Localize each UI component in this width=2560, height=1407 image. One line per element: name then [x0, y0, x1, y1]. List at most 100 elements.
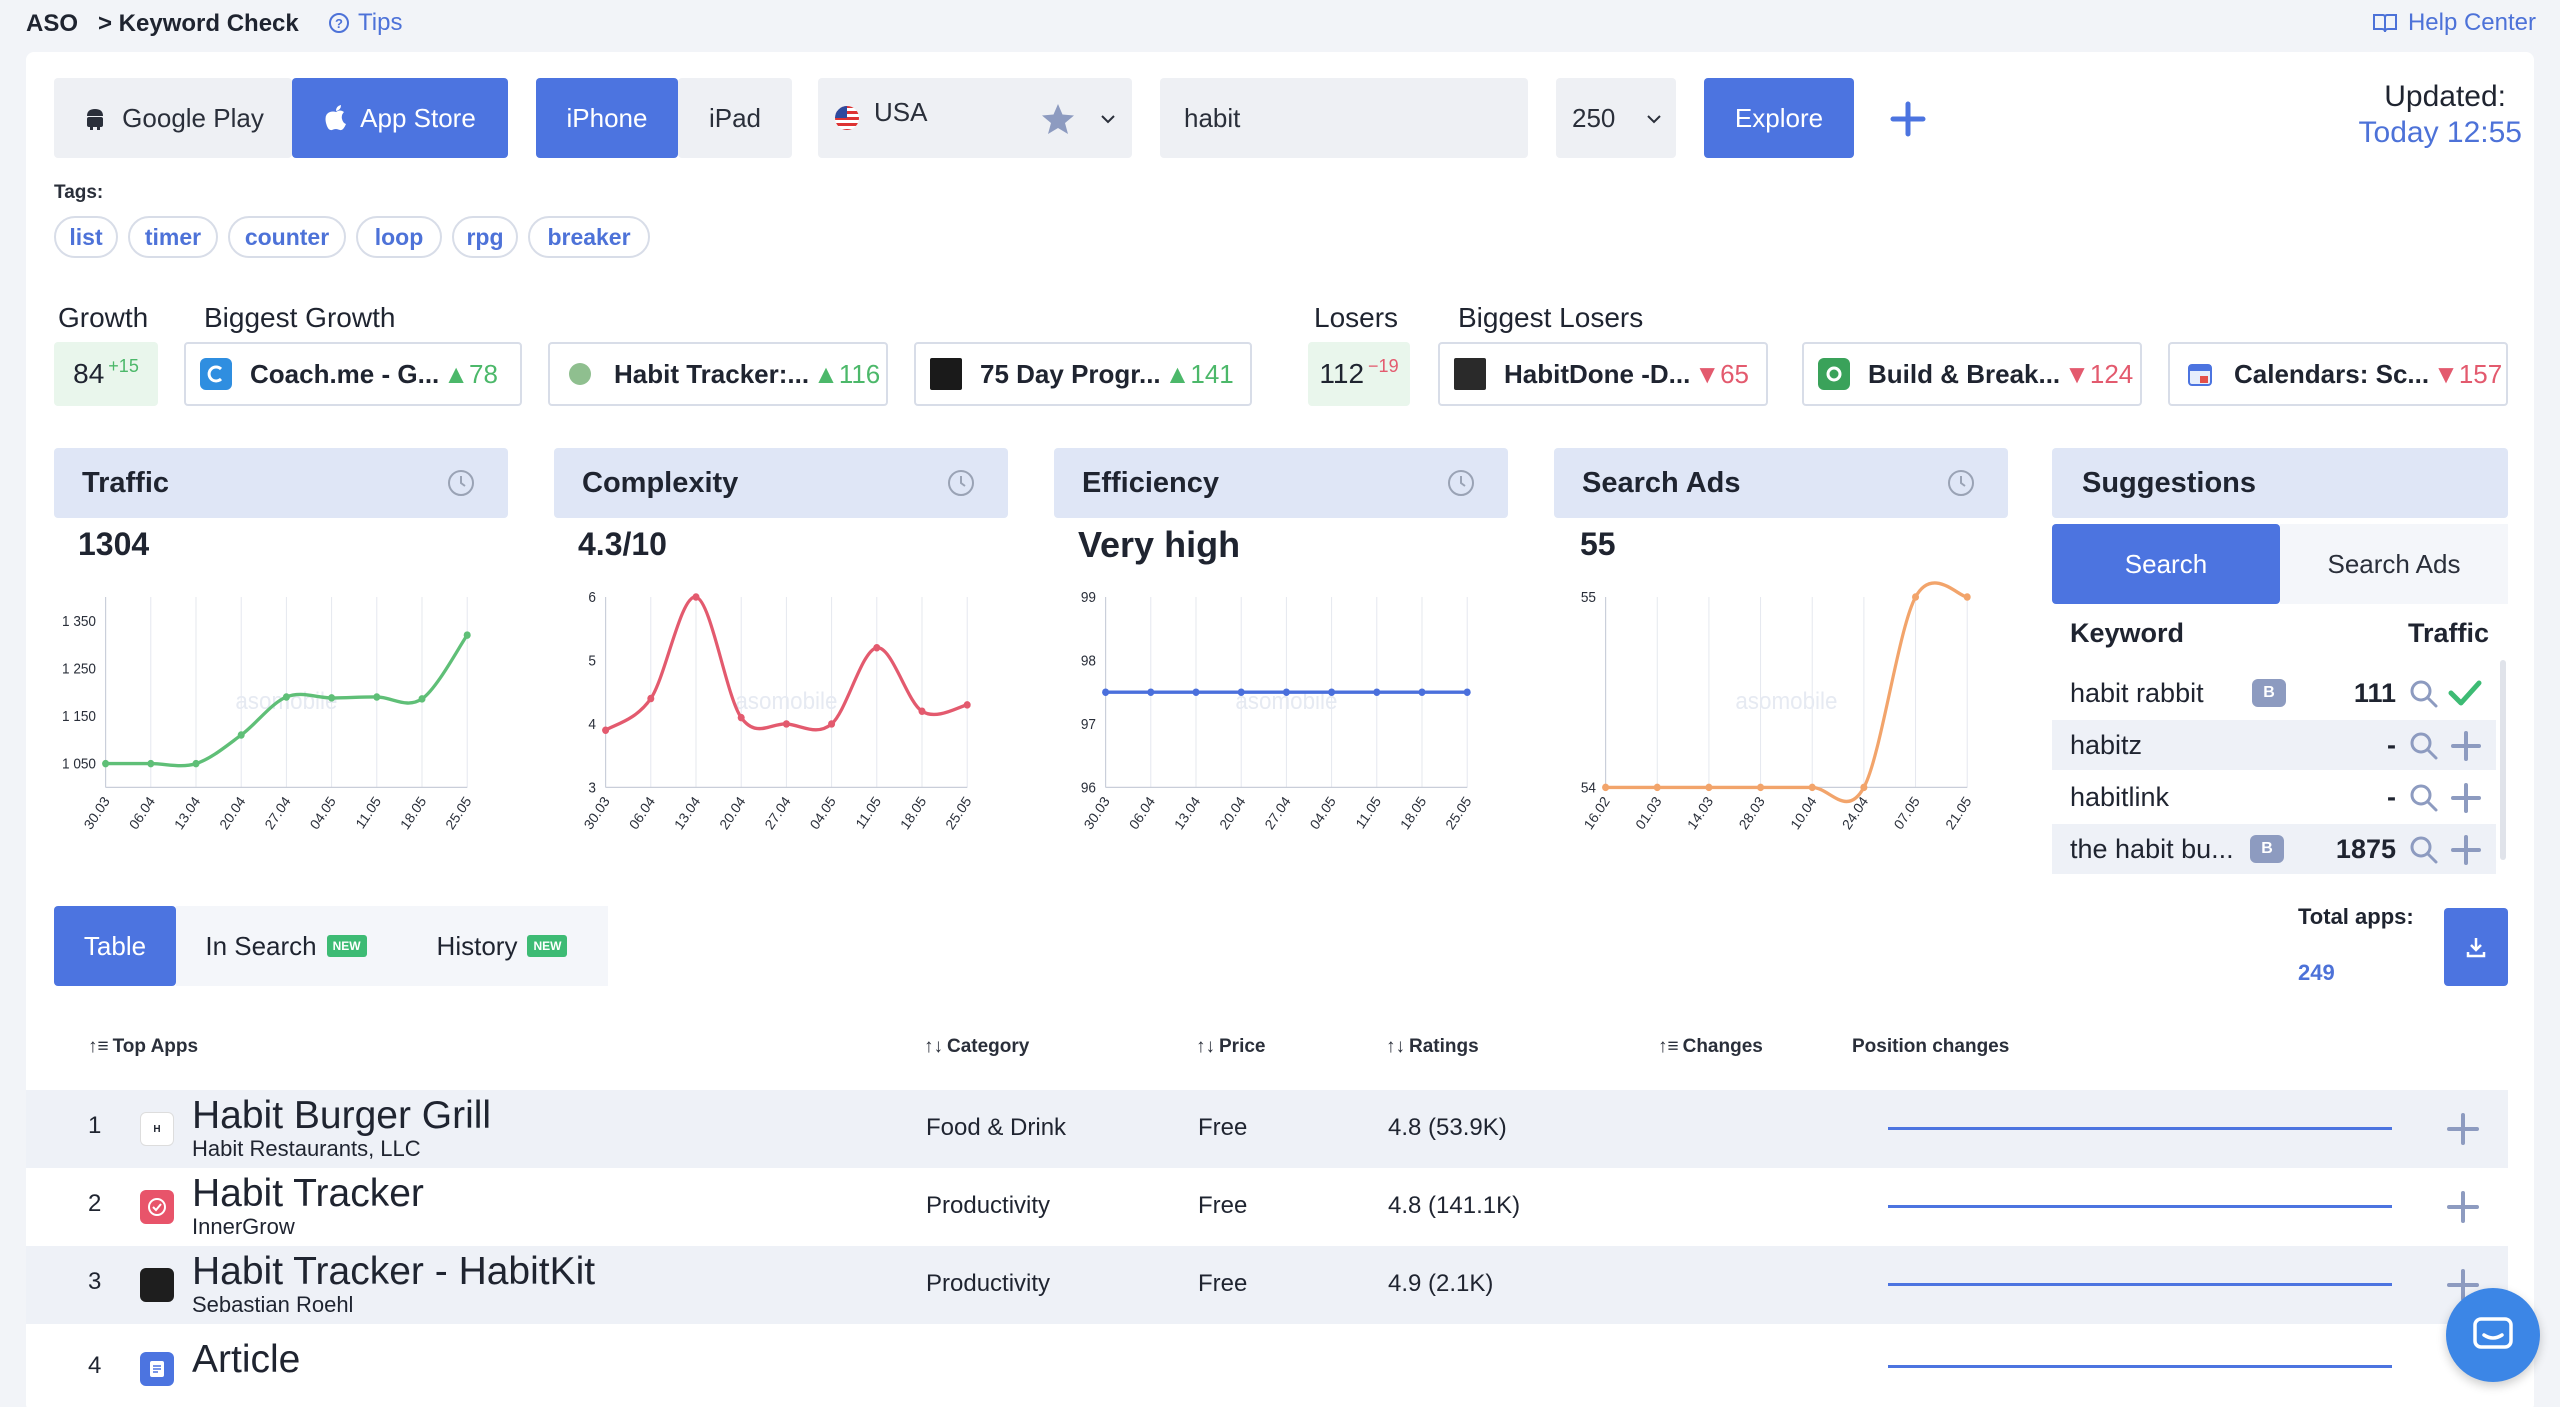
add-keyword-plus-icon[interactable]: [2450, 782, 2482, 814]
suggestions-col-keyword[interactable]: Keyword: [2070, 618, 2185, 648]
loser-app-pill[interactable]: Build & Break... ▼124: [1802, 342, 2142, 406]
table-row[interactable]: 3 Habit Tracker - HabitKit Sebastian Roe…: [26, 1246, 2508, 1324]
search-icon[interactable]: [2408, 678, 2440, 710]
data-point: [918, 707, 926, 715]
tab-history[interactable]: History NEW: [396, 906, 608, 986]
y-tick-label: 55: [1581, 589, 1596, 605]
row-app-name[interactable]: Habit Burger Grill: [192, 1094, 492, 1137]
chat-icon: [2473, 1317, 2513, 1349]
download-button[interactable]: [2444, 908, 2508, 986]
country-select[interactable]: USA: [818, 78, 1132, 158]
search-ads-value: 55: [1580, 526, 1616, 562]
ipad-button[interactable]: iPad: [678, 78, 792, 158]
suggestion-keyword[interactable]: habitlink: [2070, 781, 2170, 812]
row-app-name[interactable]: Article: [192, 1338, 301, 1381]
check-icon[interactable]: [2448, 678, 2482, 708]
growth-app-pill[interactable]: Coach.me - G... ▲78: [184, 342, 522, 406]
add-plus-icon[interactable]: [2446, 1268, 2480, 1302]
header-top-apps[interactable]: ↑≡ Top Apps: [88, 1036, 198, 1058]
suggestions-header: Suggestions: [2052, 448, 2508, 518]
series-line: [604, 595, 968, 732]
tag-chip[interactable]: counter: [228, 216, 346, 258]
tab-table[interactable]: Table: [54, 906, 176, 986]
tag-chip[interactable]: timer: [128, 216, 218, 258]
table-row[interactable]: 4 Article: [26, 1324, 2508, 1402]
suggestions-tab-search-ads[interactable]: Search Ads: [2280, 524, 2508, 604]
add-plus-icon[interactable]: [2446, 1190, 2480, 1224]
table-row[interactable]: 1 H Habit Burger Grill Habit Restaurants…: [26, 1090, 2508, 1168]
search-icon[interactable]: [2408, 730, 2440, 762]
tips-link[interactable]: ? Tips: [328, 9, 402, 37]
row-app-name[interactable]: Habit Tracker - HabitKit: [192, 1250, 596, 1293]
header-category[interactable]: ↑↓ Category: [924, 1036, 1029, 1058]
history-clock-icon[interactable]: [946, 468, 976, 498]
habit-tracker-app-icon: [564, 358, 596, 390]
growth-app-pill[interactable]: Habit Tracker:... ▲116: [548, 342, 888, 406]
data-point: [237, 731, 245, 739]
row-ratings: 4.8 (141.1K): [1388, 1192, 1521, 1219]
suggestion-row: habitz -: [2052, 720, 2496, 770]
row-app-name[interactable]: Habit Tracker: [192, 1172, 424, 1215]
growth-app-pill[interactable]: 75 Day Progr... ▲141: [914, 342, 1252, 406]
tag-chip[interactable]: list: [54, 216, 118, 258]
y-tick-label: 99: [1081, 589, 1096, 605]
tag-chip[interactable]: rpg: [452, 216, 518, 258]
explore-button[interactable]: Explore: [1704, 78, 1854, 158]
suggestion-row: the habit bu... B 1875: [2052, 824, 2496, 874]
history-clock-icon[interactable]: [1946, 468, 1976, 498]
header-changes[interactable]: ↑≡ Changes: [1658, 1036, 1763, 1058]
chart-plot-group: 1 350 1 250 1 150 1 050 30.03 06.04 13.04 20.04…: [62, 597, 474, 832]
traffic-header: Traffic: [54, 448, 508, 518]
add-keyword-plus-icon[interactable]: [2450, 730, 2482, 762]
x-tick-label: 11.05: [852, 793, 884, 831]
loser-app-pill[interactable]: Calendars: Sc... ▼157: [2168, 342, 2508, 406]
data-point: [782, 720, 790, 728]
suggestion-keyword[interactable]: habitz: [2070, 729, 2143, 760]
data-point: [418, 695, 426, 703]
iphone-button[interactable]: iPhone: [536, 78, 678, 158]
keyword-input[interactable]: habit: [1160, 78, 1528, 158]
history-clock-icon[interactable]: [446, 468, 476, 498]
y-tick-label: 1 150: [62, 708, 96, 724]
growth-delta: +15: [108, 355, 139, 376]
suggestions-col-traffic[interactable]: Traffic: [2408, 618, 2490, 648]
x-tick-label: 28.03: [1736, 793, 1768, 832]
losers-count[interactable]: 112 −19: [1308, 342, 1410, 406]
search-icon[interactable]: [2408, 834, 2440, 866]
suggestion-keyword[interactable]: habit rabbit: [2070, 677, 2204, 708]
add-keyword-plus-icon[interactable]: [2450, 834, 2482, 866]
data-point: [602, 726, 610, 735]
data-point: [737, 713, 745, 722]
history-clock-icon[interactable]: [1446, 468, 1476, 498]
data-point: [147, 759, 155, 768]
data-point: [282, 693, 290, 701]
x-tick-label: 25.05: [1442, 793, 1474, 832]
complexity-chart: 6 5 4 330.03 06.04 13.04 20.04 27.04 04.05 11.05 1…: [581, 589, 975, 833]
results-count-select[interactable]: 250: [1556, 78, 1676, 158]
tag-chip[interactable]: loop: [356, 216, 442, 258]
results-count-value: 250: [1572, 102, 1616, 133]
loser-app-pill[interactable]: HabitDone -D... ▼65: [1438, 342, 1768, 406]
add-plus-icon[interactable]: [1890, 101, 1926, 137]
tag-chip[interactable]: breaker: [528, 216, 650, 258]
chat-support-button[interactable]: [2446, 1288, 2540, 1382]
suggestions-scrollbar[interactable]: [2500, 660, 2506, 860]
search-icon[interactable]: [2408, 782, 2440, 814]
data-point: [328, 694, 336, 702]
header-ratings[interactable]: ↑↓ Ratings: [1386, 1036, 1479, 1058]
add-plus-icon[interactable]: [2446, 1112, 2480, 1146]
app-store-button[interactable]: App Store: [292, 78, 508, 158]
table-row[interactable]: 2 Habit Tracker InnerGrow Productivity F…: [26, 1168, 2508, 1246]
breadcrumb-root[interactable]: ASO: [26, 10, 79, 37]
star-icon[interactable]: [1040, 102, 1076, 136]
suggestions-tab-search[interactable]: Search: [2052, 524, 2280, 604]
x-tick-label: 20.04: [716, 793, 748, 832]
suggestion-keyword[interactable]: the habit bu...: [2070, 833, 2234, 864]
tab-in-search[interactable]: In Search NEW: [176, 906, 396, 986]
x-tick-label: 06.04: [626, 793, 658, 832]
google-play-button[interactable]: Google Play: [54, 78, 292, 158]
header-price[interactable]: ↑↓ Price: [1196, 1036, 1265, 1058]
help-center-label: Help Center: [2407, 9, 2536, 36]
growth-count[interactable]: 84 +15: [54, 342, 158, 406]
help-center-link[interactable]: Help Center: [2372, 9, 2536, 37]
